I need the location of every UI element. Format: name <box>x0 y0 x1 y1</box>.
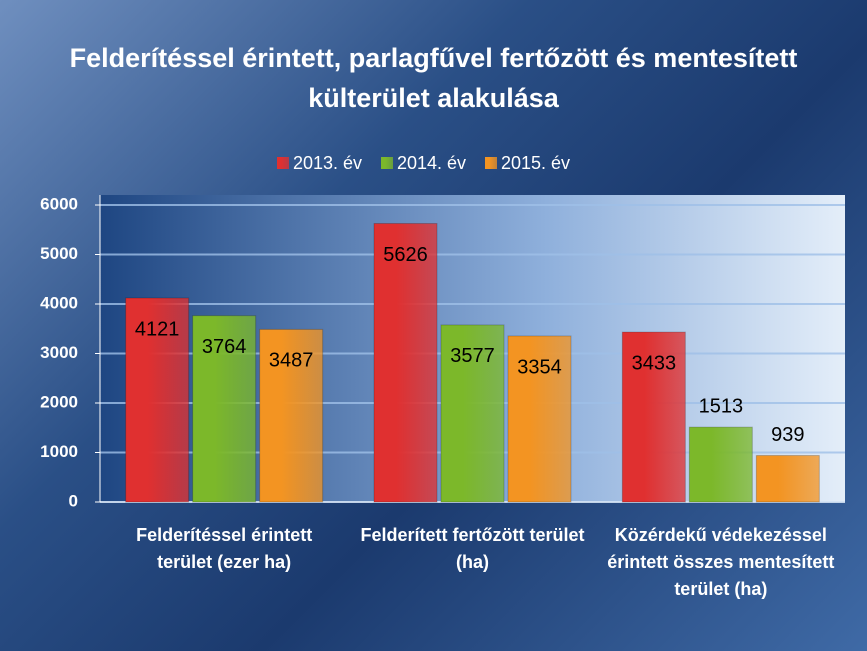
legend-swatch <box>277 157 289 169</box>
chart-title: Felderítéssel érintett, parlagfűvel fert… <box>69 43 798 113</box>
legend-label: 2013. év <box>293 153 362 173</box>
y-tick-label: 4000 <box>40 293 78 312</box>
data-label: 1513 <box>699 395 744 417</box>
y-tick-label: 0 <box>69 491 78 510</box>
bar <box>192 315 257 503</box>
x-tick-label: Felderítéssel érintett terület (ezer ha) <box>136 525 313 572</box>
data-label: 3577 <box>450 345 495 367</box>
data-label: 3433 <box>632 352 677 374</box>
data-label: 3354 <box>517 356 562 378</box>
bar <box>125 297 190 503</box>
y-tick-label: 1000 <box>40 442 78 461</box>
data-label: 4121 <box>135 318 180 340</box>
bar <box>373 223 438 503</box>
bar <box>688 426 753 503</box>
data-label: 3764 <box>202 336 247 358</box>
y-tick-label: 2000 <box>40 392 78 411</box>
bar <box>755 455 820 503</box>
y-tick-label: 3000 <box>40 343 78 362</box>
bar <box>259 328 324 503</box>
legend-swatch <box>381 157 393 169</box>
bar <box>507 335 572 503</box>
legend-label: 2014. év <box>397 153 466 173</box>
bar <box>440 324 505 503</box>
data-label: 3487 <box>269 350 314 372</box>
y-tick-label: 6000 <box>40 194 78 213</box>
bar <box>621 331 686 503</box>
x-tick-label: Felderített fertőzött terület (ha) <box>360 525 585 572</box>
y-tick-label: 5000 <box>40 244 78 263</box>
legend-label: 2015. év <box>501 153 570 173</box>
data-label: 939 <box>771 424 804 446</box>
legend-swatch <box>485 157 497 169</box>
data-label: 5626 <box>383 244 428 266</box>
x-tick-label: Közérdekű védekezéssel érintett összes m… <box>607 525 835 599</box>
